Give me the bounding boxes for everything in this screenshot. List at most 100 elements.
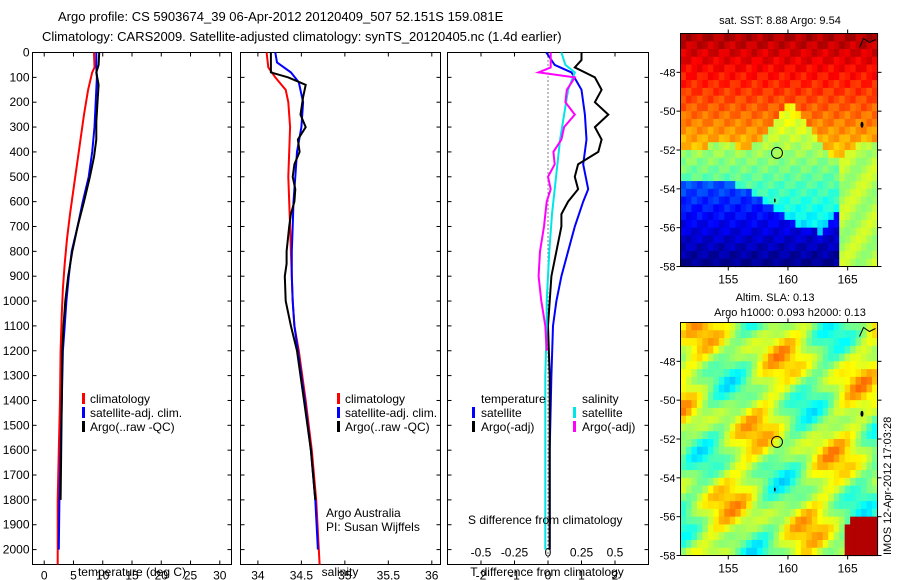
y-tick-label: 100 — [9, 70, 29, 84]
map-cell — [822, 532, 829, 541]
map-cell — [685, 33, 693, 42]
map-cell — [773, 322, 780, 331]
map-cell — [779, 103, 786, 112]
map-cell — [779, 501, 786, 510]
map-cell — [685, 446, 693, 456]
map-cell — [746, 400, 753, 409]
map-cell — [740, 204, 747, 213]
map-cell — [800, 407, 807, 417]
map-cell — [740, 219, 747, 229]
map-cell — [751, 392, 758, 401]
map-cell — [685, 204, 693, 213]
map-cell — [806, 462, 813, 471]
map-cell — [685, 212, 693, 221]
map-cell — [833, 87, 840, 97]
map-cell — [735, 322, 742, 331]
map-cell — [850, 227, 857, 237]
map-cell — [855, 376, 862, 386]
map-cell — [861, 204, 868, 213]
map-cell — [811, 150, 818, 159]
map-cell — [861, 322, 868, 331]
map-cell — [850, 361, 857, 370]
map-cell — [779, 477, 786, 487]
map-cell — [850, 49, 857, 58]
map-cell — [735, 508, 742, 518]
map-cell — [811, 196, 818, 205]
map-cell — [855, 384, 862, 393]
map-cell — [817, 353, 824, 362]
map-cell — [779, 407, 786, 417]
map-cell — [828, 454, 835, 463]
map-cell — [822, 111, 829, 120]
map-cell — [713, 485, 720, 494]
map-cell — [806, 126, 813, 136]
map-cell — [784, 516, 791, 526]
map-cell — [724, 524, 731, 533]
map-cell — [789, 439, 797, 448]
map-cell — [795, 470, 802, 479]
map-cell — [746, 118, 753, 128]
map-cell — [806, 345, 813, 355]
map-cell — [806, 243, 813, 252]
map-cell — [729, 376, 736, 386]
map-cell — [729, 181, 736, 190]
map-cell — [811, 415, 818, 425]
map-cell — [696, 345, 703, 355]
map-cell — [718, 361, 725, 370]
map-cell — [724, 235, 731, 244]
map-cell — [696, 126, 703, 136]
map-cell — [828, 547, 835, 557]
map-cell — [779, 243, 786, 252]
map-cell — [800, 126, 807, 136]
map-cell — [822, 150, 829, 159]
map-cell — [850, 439, 857, 448]
map-cell — [795, 142, 802, 151]
map-x-tick-label: 160 — [778, 273, 798, 287]
map-cell — [833, 103, 840, 112]
map-cell — [833, 196, 840, 205]
map-cell — [751, 33, 758, 42]
annotation-pi: PI: Susan Wijffels — [326, 520, 420, 534]
map-cell — [707, 446, 714, 456]
map-cell — [822, 196, 829, 205]
map-cell — [724, 204, 731, 213]
map-cell — [828, 150, 835, 159]
map-cell — [691, 423, 698, 432]
map-cell — [685, 454, 693, 463]
map-cell — [800, 485, 807, 494]
map-cell — [855, 134, 862, 143]
map-cell — [707, 539, 714, 549]
map-cell — [844, 165, 851, 174]
map-cell — [822, 95, 829, 104]
map-cell — [850, 322, 857, 331]
map-cell — [724, 446, 731, 456]
map-cell — [718, 431, 725, 440]
map-cell — [833, 33, 840, 42]
map-cell — [844, 338, 851, 347]
map-cell — [735, 111, 742, 120]
map-cell — [844, 250, 851, 260]
map-cell — [735, 188, 742, 198]
map-cell — [855, 103, 862, 112]
map-y-tick-label: -54 — [660, 473, 676, 485]
map-cell — [779, 415, 786, 425]
map-cell — [806, 181, 813, 190]
map-cell — [850, 126, 857, 136]
map-cell — [806, 134, 813, 143]
map-cell — [789, 134, 797, 143]
map-cell — [685, 539, 693, 549]
map-y-tick-label: -56 — [660, 223, 676, 235]
map-cell — [735, 196, 742, 205]
map-cell — [828, 431, 835, 440]
map-cell — [817, 322, 824, 331]
map-cell — [828, 338, 835, 347]
map-cell — [800, 41, 807, 50]
map-cell — [855, 95, 862, 104]
map-cell — [685, 118, 693, 128]
map-cell — [861, 330, 868, 339]
map-cell — [822, 72, 829, 81]
map-cell — [828, 423, 835, 432]
map-cell — [762, 384, 769, 393]
map-cell — [746, 103, 753, 112]
map-cell — [811, 345, 818, 355]
